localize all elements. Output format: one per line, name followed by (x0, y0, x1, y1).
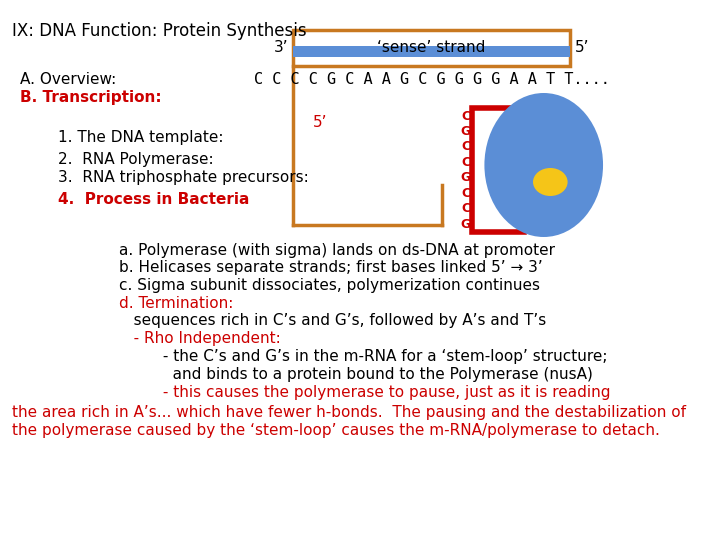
Bar (293, 30, 570, 66)
Text: C C C C G C A A G C G G G G A A T T....: C C C C G C A A G C G G G G A A T T.... (253, 72, 610, 87)
Text: G: G (460, 218, 471, 231)
Text: sequences rich in C’s and G’s, followed by A’s and T’s: sequences rich in C’s and G’s, followed … (120, 313, 546, 328)
Text: - Rho Independent:: - Rho Independent: (120, 331, 282, 346)
Text: a. Polymerase (with sigma) lands on ds-DNA at promoter: a. Polymerase (with sigma) lands on ds-D… (120, 243, 555, 258)
Text: B. Transcription:: B. Transcription: (19, 90, 161, 105)
Text: 3’: 3’ (274, 40, 288, 56)
Text: G: G (460, 171, 471, 184)
Text: G: G (460, 125, 471, 138)
Text: d. Termination:: d. Termination: (120, 296, 234, 311)
Text: - this causes the polymerase to pause, just as it is reading: - this causes the polymerase to pause, j… (120, 385, 611, 400)
Text: C: C (461, 187, 470, 200)
Text: 5’: 5’ (575, 40, 590, 56)
Text: the area rich in A’s... which have fewer h-bonds.  The pausing and the destabili: the area rich in A’s... which have fewer… (12, 405, 685, 420)
Ellipse shape (533, 168, 567, 196)
Text: 2.  RNA Polymerase:: 2. RNA Polymerase: (58, 152, 213, 167)
Text: the polymerase caused by the ‘stem-loop’ causes the m-RNA/polymerase to detach.: the polymerase caused by the ‘stem-loop’… (12, 423, 660, 438)
Text: C: C (461, 202, 470, 215)
Text: ‘sense’ strand: ‘sense’ strand (377, 40, 486, 55)
Text: b. Helicases separate strands; first bases linked 5’ → 3’: b. Helicases separate strands; first bas… (120, 260, 543, 275)
Bar (472, 108, 524, 232)
Bar (293, 46, 570, 57)
Text: - the C’s and G’s in the m-RNA for a ‘stem-loop’ structure;: - the C’s and G’s in the m-RNA for a ‘st… (120, 349, 608, 364)
Text: 4.  Process in Bacteria: 4. Process in Bacteria (58, 192, 249, 207)
Text: 3’: 3’ (527, 108, 541, 122)
Text: C: C (461, 140, 470, 153)
Text: IX: DNA Function: Protein Synthesis: IX: DNA Function: Protein Synthesis (12, 22, 306, 40)
Text: and binds to a protein bound to the Polymerase (nusA): and binds to a protein bound to the Poly… (120, 367, 593, 382)
Text: 5’: 5’ (313, 115, 328, 130)
Circle shape (485, 93, 603, 237)
Text: c. Sigma subunit dissociates, polymerization continues: c. Sigma subunit dissociates, polymeriza… (120, 278, 541, 293)
Text: A. Overview:: A. Overview: (19, 72, 116, 87)
Text: C: C (461, 110, 470, 123)
Text: C: C (461, 156, 470, 169)
Text: 3.  RNA triphosphate precursors:: 3. RNA triphosphate precursors: (58, 170, 308, 185)
Text: 1. The DNA template:: 1. The DNA template: (58, 130, 223, 145)
